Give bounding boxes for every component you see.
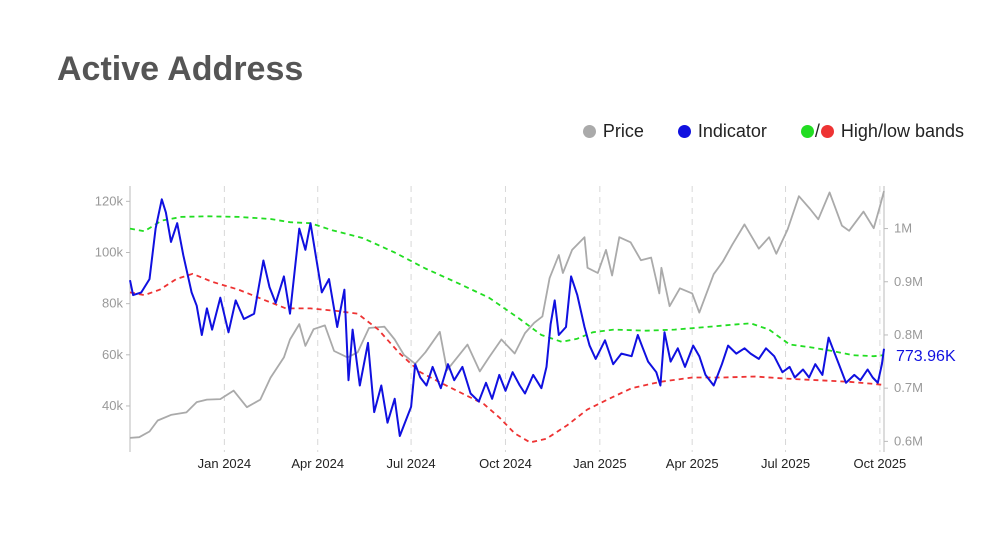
left-y-tick-label: 100k	[95, 245, 124, 260]
x-tick-label: Oct 2025	[854, 456, 907, 471]
legend-item-indicator[interactable]: Indicator	[677, 121, 767, 142]
low-band-legend-dot	[820, 125, 834, 138]
x-tick-label: Apr 2024	[291, 456, 344, 471]
indicator-legend-dot	[677, 125, 691, 138]
right-y-tick-label: 0.6M	[894, 433, 923, 448]
page-title: Active Address	[57, 50, 304, 88]
left-y-tick-label: 120k	[95, 193, 124, 208]
bands-legend-separator: /	[814, 121, 820, 141]
price-legend-dot	[582, 125, 596, 138]
left-y-tick-label: 60k	[102, 347, 123, 362]
indicator-last-value-label: 773.96K	[896, 348, 956, 365]
x-tick-label: Jul 2025	[761, 456, 810, 471]
x-tick-label: Jan 2024	[198, 456, 252, 471]
x-tick-label: Jan 2025	[573, 456, 627, 471]
price-legend-label: Price	[602, 121, 644, 141]
right-y-tick-label: 1M	[894, 221, 912, 236]
legend-item-price[interactable]: Price	[582, 121, 644, 142]
left-y-tick-label: 80k	[102, 296, 123, 311]
legend-item-bands[interactable]: / High/low bands	[800, 121, 964, 142]
series-high-band-line	[129, 215, 885, 358]
x-tick-label: Apr 2025	[666, 456, 719, 471]
x-tick-label: Oct 2024	[479, 456, 532, 471]
right-y-tick-label: 0.9M	[894, 274, 923, 289]
indicator-legend-label: Indicator	[697, 121, 767, 141]
series-indicator-line	[129, 198, 885, 437]
left-y-tick-label: 40k	[102, 398, 123, 413]
chart-legend: Price Indicator / High/low bands	[549, 121, 964, 142]
bands-legend-label: High/low bands	[840, 121, 964, 141]
right-y-tick-label: 0.7M	[894, 380, 923, 395]
x-tick-label: Jul 2024	[387, 456, 436, 471]
series-low-band-line	[129, 272, 885, 444]
right-y-tick-label: 0.8M	[894, 327, 923, 342]
high-band-legend-dot	[800, 125, 814, 138]
series-price-line	[129, 190, 885, 439]
